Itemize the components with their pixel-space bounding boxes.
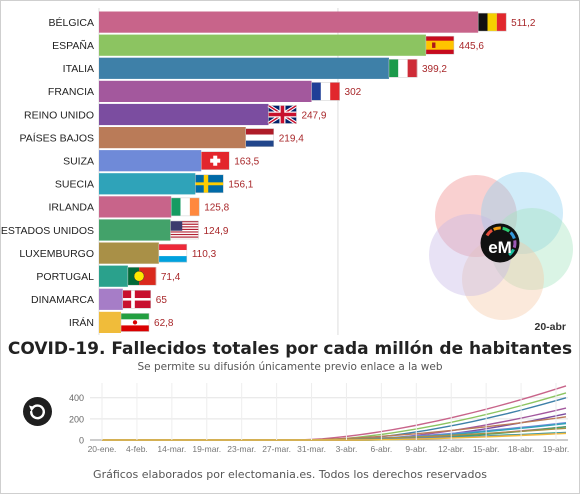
bar-category-label: DINAMARCA bbox=[31, 294, 94, 306]
bar-value-label: 62,8 bbox=[154, 318, 174, 329]
bar-value-label: 219,4 bbox=[279, 133, 304, 144]
bar bbox=[99, 150, 202, 172]
x-tick-label: 19-mar. bbox=[192, 444, 221, 454]
bar bbox=[99, 219, 171, 241]
bar bbox=[99, 311, 122, 333]
bar-value-label: 399,2 bbox=[422, 64, 447, 75]
bar bbox=[99, 242, 159, 264]
bar-category-label: REINO UNIDO bbox=[24, 109, 94, 121]
denmark-flag-icon bbox=[122, 290, 152, 309]
united-kingdom-flag-icon bbox=[267, 104, 298, 125]
ireland-flag-icon bbox=[170, 197, 200, 217]
bar-category-label: SUIZA bbox=[63, 156, 94, 168]
bar-value-label: 247,9 bbox=[301, 110, 326, 121]
bar-value-label: 71,4 bbox=[161, 272, 181, 283]
electomania-logo: eM bbox=[429, 172, 573, 320]
logo-petal bbox=[462, 238, 544, 320]
bar bbox=[99, 57, 389, 79]
replay-icon bbox=[29, 404, 45, 420]
bar-category-label: IRÁN bbox=[69, 316, 94, 329]
logo-ring-segment bbox=[493, 226, 501, 231]
line-series bbox=[102, 432, 567, 441]
x-tick-label: 4-feb. bbox=[126, 444, 148, 454]
x-tick-label: 18-abr. bbox=[508, 444, 534, 454]
bar bbox=[99, 196, 172, 218]
replay-button[interactable] bbox=[23, 397, 52, 426]
bar bbox=[99, 11, 479, 33]
luxembourg-flag-icon bbox=[158, 243, 188, 263]
x-tick-label: 9-abr. bbox=[405, 444, 427, 454]
spain-flag-icon bbox=[425, 35, 455, 55]
bar-category-label: PAÍSES BAJOS bbox=[20, 131, 95, 144]
bar-value-label: 511,2 bbox=[511, 18, 536, 29]
bar bbox=[99, 103, 269, 126]
bar-category-label: LUXEMBURGO bbox=[19, 248, 94, 260]
bar bbox=[99, 34, 426, 56]
bar-category-label: FRANCIA bbox=[48, 86, 94, 98]
bar-value-label: 445,6 bbox=[459, 41, 484, 52]
y-tick-label: 400 bbox=[69, 393, 84, 403]
bar-category-label: PORTUGAL bbox=[36, 271, 94, 283]
bar-chart: eM BÉLGICA 511,2 ESPAÑA 445,6 ITALIA 399,2 FRA… bbox=[1, 8, 573, 335]
bar bbox=[99, 288, 123, 310]
bar-category-label: BÉLGICA bbox=[48, 16, 94, 29]
logo-ring-segment bbox=[508, 248, 515, 257]
bar bbox=[99, 173, 196, 195]
date-label: 20-abr bbox=[534, 321, 566, 333]
bar-value-label: 65 bbox=[156, 295, 168, 306]
belgium-flag-icon bbox=[477, 12, 507, 32]
x-tick-label: 15-abr. bbox=[473, 444, 499, 454]
y-tick-label: 0 bbox=[79, 436, 84, 446]
iran-flag-icon bbox=[120, 313, 150, 332]
bar-category-label: ESPAÑA bbox=[52, 39, 94, 52]
x-tick-label: 27-mar. bbox=[262, 444, 291, 454]
france-flag-icon bbox=[311, 82, 340, 101]
x-tick-label: 14-mar. bbox=[157, 444, 186, 454]
bar-category-label: IRLANDA bbox=[48, 202, 94, 214]
bar-value-label: 156,1 bbox=[228, 180, 253, 191]
x-tick-label: 23-mar. bbox=[227, 444, 256, 454]
logo-ring-segment bbox=[512, 240, 517, 249]
bar-value-label: 125,8 bbox=[204, 203, 229, 214]
y-tick-label: 200 bbox=[69, 414, 84, 424]
sweden-flag-icon bbox=[195, 174, 224, 194]
bar-category-label: SUECIA bbox=[55, 179, 94, 191]
logo-text: eM bbox=[488, 238, 512, 257]
x-tick-label: 19-abr. bbox=[543, 444, 569, 454]
x-tick-label: 6-abr. bbox=[371, 444, 393, 454]
x-tick-label: 3-abr. bbox=[336, 444, 358, 454]
italy-flag-icon bbox=[388, 59, 418, 78]
bar-value-label: 110,3 bbox=[192, 249, 217, 260]
bar-category-label: ESTADOS UNIDOS bbox=[1, 225, 94, 237]
chart-title: COVID-19. Fallecidos totales por cada mi… bbox=[7, 339, 573, 359]
netherlands-flag-icon bbox=[245, 128, 275, 147]
logo-ring-segment bbox=[509, 231, 516, 240]
x-tick-label: 20-ene. bbox=[88, 444, 117, 454]
line-chart: 0 200 400 20-ene. 4-feb. 14-mar. 19-mar. 23-ma… bbox=[69, 383, 569, 454]
bar-value-label: 163,5 bbox=[234, 157, 259, 168]
united-states-flag-icon bbox=[170, 220, 199, 240]
logo-ring-segment bbox=[502, 226, 511, 233]
switzerland-flag-icon bbox=[200, 151, 230, 170]
bar bbox=[99, 127, 246, 149]
x-tick-label: 31-mar. bbox=[297, 444, 326, 454]
portugal-flag-icon bbox=[127, 266, 157, 286]
bar-value-label: 302 bbox=[345, 87, 362, 98]
logo-ring-segment bbox=[485, 229, 493, 237]
bar bbox=[99, 80, 312, 102]
bar-category-label: ITALIA bbox=[63, 63, 94, 75]
bar bbox=[99, 265, 128, 287]
x-tick-label: 12-abr. bbox=[438, 444, 464, 454]
footer-credits: Gráficos elaborados por electomania.es. … bbox=[93, 468, 487, 481]
bar-value-label: 124,9 bbox=[203, 226, 228, 237]
chart-subtitle: Se permite su difusión únicamente previo… bbox=[137, 361, 443, 373]
